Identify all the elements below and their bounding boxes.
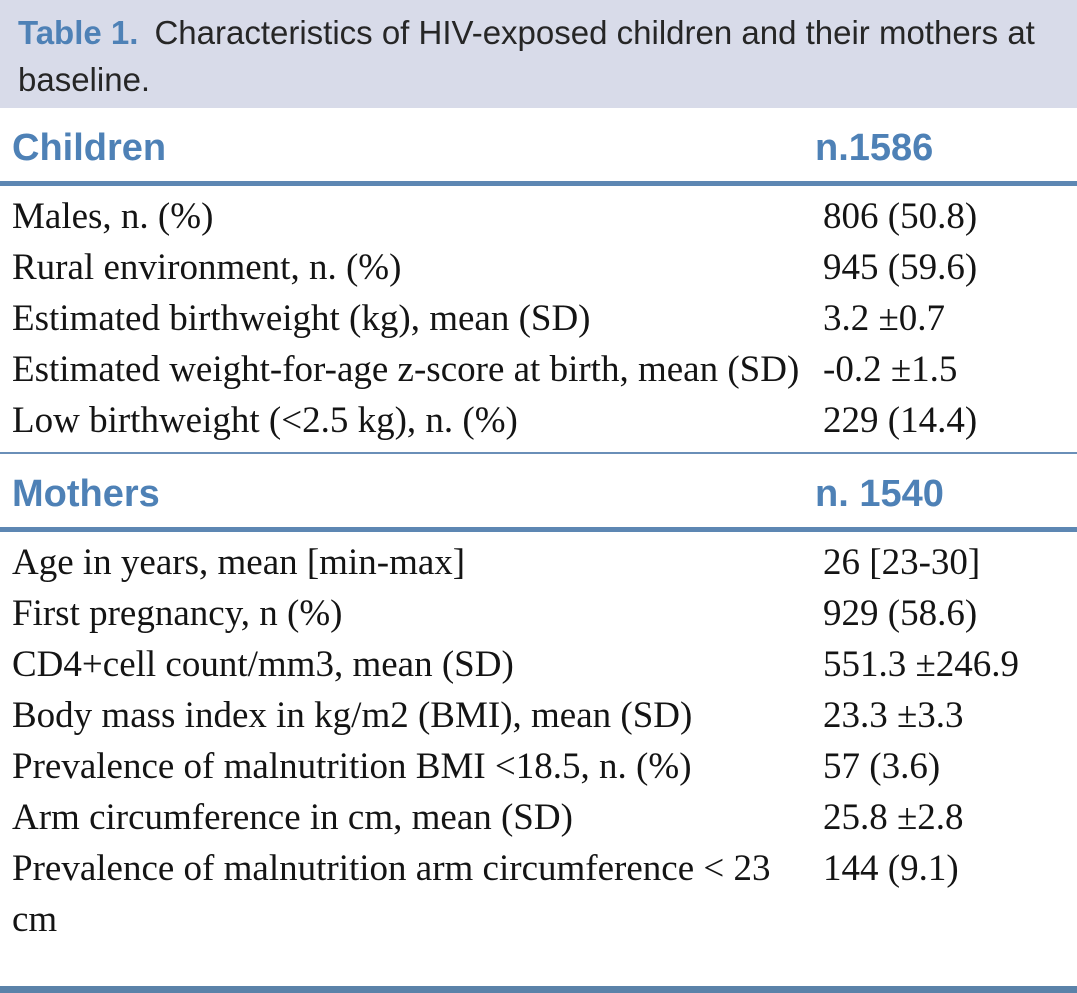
row-label: Low birthweight (<2.5 kg), n. (%) (12, 400, 518, 441)
row-value: 144 (9.1) (823, 848, 959, 889)
row-label: Rural environment, n. (%) (12, 247, 402, 288)
section-header-children: Children n.1586 (0, 108, 1077, 181)
rule-end-children-section (0, 452, 1077, 454)
table-row: Prevalence of malnutrition BMI <18.5, n.… (12, 741, 1077, 792)
row-label: Age in years, mean [min-max] (12, 542, 466, 583)
table-caption: Table 1. Characteristics of HIV-exposed c… (0, 0, 1077, 108)
children-rows: Males, n. (%) 806 (50.8) Rural environme… (0, 186, 1077, 452)
row-label: Prevalence of malnutrition arm circumfer… (12, 848, 771, 940)
row-value: -0.2 ±1.5 (823, 349, 958, 390)
section-count-mothers: n. 1540 (815, 473, 944, 515)
table-row: Low birthweight (<2.5 kg), n. (%) 229 (1… (12, 395, 1077, 446)
row-value: 551.3 ±246.9 (823, 644, 1020, 685)
row-value: 945 (59.6) (823, 247, 978, 288)
table-row: Arm circumference in cm, mean (SD) 25.8 … (12, 792, 1077, 843)
table-row: Rural environment, n. (%) 945 (59.6) (12, 242, 1077, 293)
row-label: Body mass index in kg/m2 (BMI), mean (SD… (12, 695, 693, 736)
row-value: 57 (3.6) (823, 746, 941, 787)
table-row: Estimated weight-for-age z-score at birt… (12, 344, 1077, 395)
row-value: 26 [23-30] (823, 542, 981, 583)
row-label: Males, n. (%) (12, 196, 214, 237)
table-row: Estimated birthweight (kg), mean (SD) 3.… (12, 293, 1077, 344)
table-bottom-border (0, 986, 1077, 993)
rule-under-mothers-header (0, 527, 1077, 532)
table-caption-text: Characteristics of HIV-exposed children … (18, 14, 1035, 98)
section-title-mothers: Mothers (12, 473, 160, 515)
row-label: First pregnancy, n (%) (12, 593, 343, 634)
row-value: 929 (58.6) (823, 593, 978, 634)
row-value: 229 (14.4) (823, 400, 978, 441)
row-label: Arm circumference in cm, mean (SD) (12, 797, 573, 838)
row-label: Estimated birthweight (kg), mean (SD) (12, 298, 591, 339)
section-header-mothers: Mothers n. 1540 (0, 454, 1077, 527)
table-row: Prevalence of malnutrition arm circumfer… (12, 843, 1077, 945)
rule-under-children-header (0, 181, 1077, 186)
row-value: 806 (50.8) (823, 196, 978, 237)
table-row: Body mass index in kg/m2 (BMI), mean (SD… (12, 690, 1077, 741)
row-value: 25.8 ±2.8 (823, 797, 964, 838)
row-label: Estimated weight-for-age z-score at birt… (12, 349, 800, 390)
table-row: Males, n. (%) 806 (50.8) (12, 191, 1077, 242)
row-label: CD4+cell count/mm3, mean (SD) (12, 644, 514, 685)
section-count-children: n.1586 (815, 127, 934, 169)
table-number-label: Table 1. (18, 14, 139, 51)
table-row: CD4+cell count/mm3, mean (SD) 551.3 ±246… (12, 639, 1077, 690)
row-value: 23.3 ±3.3 (823, 695, 964, 736)
row-value: 3.2 ±0.7 (823, 298, 946, 339)
table-row: Age in years, mean [min-max] 26 [23-30] (12, 537, 1077, 588)
table-row: First pregnancy, n (%) 929 (58.6) (12, 588, 1077, 639)
row-label: Prevalence of malnutrition BMI <18.5, n.… (12, 746, 692, 787)
section-title-children: Children (12, 127, 167, 169)
mothers-rows: Age in years, mean [min-max] 26 [23-30] … (0, 532, 1077, 951)
